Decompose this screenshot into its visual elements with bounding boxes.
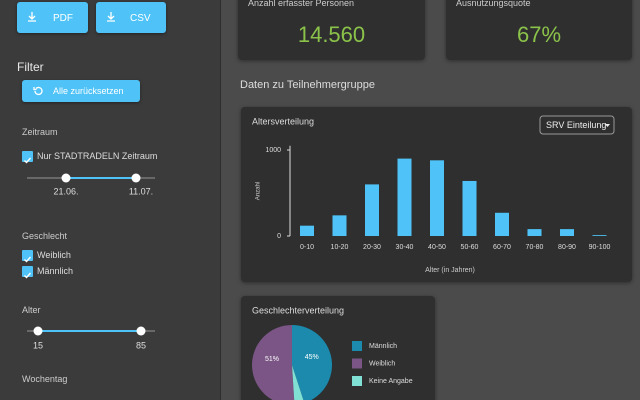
kpi-value: 14.560 <box>297 22 366 47</box>
bar <box>462 180 477 236</box>
gender-chart-card: Geschlechterverteilung 45% Männlich 51% Wei… <box>241 296 435 400</box>
legend-label: Keine Angabe <box>369 378 413 385</box>
button-label: PDF <box>53 13 73 24</box>
dropdown-arrow <box>605 124 610 127</box>
filter-title: Filter <box>17 60 44 74</box>
x-tick-label: 50-60 <box>461 244 479 251</box>
checkbox[interactable] <box>22 250 33 263</box>
age-chart: Altersverteilung SRV Einteilung 0 1000 Anz… <box>252 115 615 274</box>
bar <box>495 212 509 236</box>
chart-title: Altersverteilung <box>252 116 314 126</box>
download-icon <box>107 12 115 22</box>
legend-swatch <box>352 341 362 351</box>
legend-label: Weiblich <box>369 360 395 367</box>
kpi-label: Ausnutzungsquote <box>456 0 531 8</box>
section-title: Daten zu Teilnehmergruppe <box>240 79 375 91</box>
section-label: Alter <box>22 305 41 315</box>
download-icon <box>28 12 36 22</box>
checkbox[interactable] <box>22 266 33 279</box>
reset-icon <box>33 86 43 96</box>
slider-handle[interactable] <box>131 173 141 183</box>
bar <box>332 215 347 236</box>
pie-slice <box>252 325 295 400</box>
slice-label: 45% <box>305 354 319 361</box>
gender-chart: Geschlechterverteilung 45% Männlich 51% Wei… <box>252 305 413 400</box>
legend-swatch <box>352 358 362 369</box>
pdf-button[interactable]: PDF <box>17 2 88 33</box>
button-label: CSV <box>130 13 151 24</box>
x-tick-label: 20-30 <box>363 244 381 251</box>
x-tick-label: 10-20 <box>331 244 349 251</box>
check-icon <box>24 157 32 164</box>
section-label: Geschlecht <box>22 231 68 241</box>
bar <box>430 160 444 236</box>
legend-swatch <box>352 376 362 386</box>
y-axis-label: Anzahl <box>256 182 262 200</box>
dropdown[interactable] <box>539 115 615 135</box>
legend-label: Männlich <box>369 343 397 350</box>
checkbox-label: Weiblich <box>37 250 71 260</box>
checkbox[interactable] <box>22 151 33 164</box>
checkbox-label: Nur STADTRADELN Zeitraum <box>37 151 158 161</box>
x-axis-label: Alter (in Jahren) <box>425 267 475 274</box>
kpi-card: Anzahl erfasster Personen 14.560 <box>238 0 425 60</box>
slice-label: 51% <box>265 356 279 363</box>
csv-button[interactable]: CSV <box>96 2 166 33</box>
x-tick-label: 70-80 <box>526 244 544 251</box>
bar <box>527 229 542 236</box>
kpi-value: 67% <box>516 22 562 47</box>
slider-handle[interactable] <box>61 173 71 183</box>
kpi-card: Ausnutzungsquote 67% <box>446 0 632 60</box>
slider-label: 21.06. <box>53 186 78 196</box>
kpi-label: Anzahl erfasster Personen <box>248 0 355 8</box>
section-label: Wochentag <box>22 374 68 384</box>
x-tick-label: 40-50 <box>428 244 446 251</box>
x-tick-label: 60-70 <box>493 244 511 251</box>
slider-handle[interactable] <box>136 326 146 336</box>
slider-label: 85 <box>136 340 146 350</box>
y-tick-label: 1000 <box>265 147 281 154</box>
check-icon <box>24 272 32 279</box>
bar <box>365 184 379 236</box>
bar <box>397 158 412 236</box>
y-tick-label: 0 <box>277 233 281 240</box>
button-label: Alle zurücksetzen <box>53 86 124 96</box>
x-tick-label: 90-100 <box>589 244 611 251</box>
slider-label: 15 <box>33 340 43 350</box>
checkbox-label: Männlich <box>37 266 74 276</box>
pie-slice <box>292 365 304 400</box>
x-tick-label: 30-40 <box>396 244 414 251</box>
bar <box>560 229 574 236</box>
sliders: 21.06. 11.07. 15 85 <box>27 173 155 350</box>
x-tick-label: 80-90 <box>558 244 576 251</box>
check-icon <box>24 256 32 263</box>
age-chart-card: Altersverteilung SRV Einteilung 0 1000 Anz… <box>241 107 632 282</box>
chart-title: Geschlechterverteilung <box>252 305 344 315</box>
dropdown-label: SRV Einteilung <box>546 120 606 130</box>
bar <box>592 235 607 236</box>
sidebar: PDF CSV Filter Alle zurücksetzen Zeitrau… <box>0 0 221 400</box>
pie-slice <box>292 325 332 400</box>
slider-handle[interactable] <box>33 326 43 336</box>
x-tick-label: 0-10 <box>300 244 314 251</box>
reset-button[interactable]: Alle zurücksetzen <box>22 80 140 102</box>
slider-label: 11.07. <box>129 186 153 196</box>
section-label: Zeitraum <box>22 127 58 137</box>
bar <box>300 225 314 236</box>
